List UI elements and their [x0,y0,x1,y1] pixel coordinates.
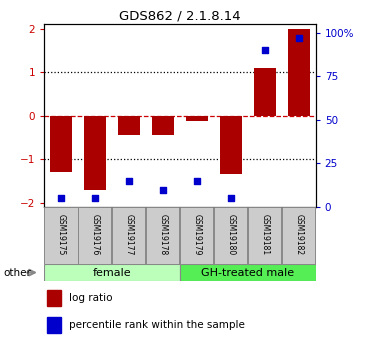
Text: other: other [4,268,32,277]
Bar [118,116,140,135]
Point [126,178,132,184]
Text: percentile rank within the sample: percentile rank within the sample [69,320,244,330]
Point [296,35,302,41]
Bar [288,29,310,116]
Bar [44,264,180,281]
Bar [84,116,106,190]
Bar [186,116,208,121]
Bar [214,207,247,264]
Bar [112,207,146,264]
Text: GSM19175: GSM19175 [57,214,66,255]
Bar [44,207,77,264]
Bar [47,290,60,306]
Title: GDS862 / 2.1.8.14: GDS862 / 2.1.8.14 [119,10,241,23]
Bar [180,264,316,281]
Bar [78,207,111,264]
Bar [180,207,213,264]
Point [92,196,98,201]
Point [194,178,200,184]
Text: GSM19177: GSM19177 [125,214,134,255]
Text: GSM19176: GSM19176 [90,214,100,255]
Text: GH-treated male: GH-treated male [201,268,295,277]
Text: GSM19179: GSM19179 [192,214,201,255]
Point [58,196,64,201]
Bar [282,207,315,264]
Bar [47,317,60,333]
Text: female: female [93,268,131,277]
Bar [254,68,276,116]
Text: GSM19181: GSM19181 [260,214,269,255]
Point [262,48,268,53]
Point [160,187,166,193]
Bar [220,116,242,174]
Point [228,196,234,201]
Bar [50,116,72,172]
Text: GSM19180: GSM19180 [226,214,235,255]
Text: GSM19178: GSM19178 [159,214,167,255]
Bar [152,116,174,135]
Text: log ratio: log ratio [69,293,112,303]
Bar [248,207,281,264]
Text: GSM19182: GSM19182 [294,214,303,255]
Bar [146,207,179,264]
